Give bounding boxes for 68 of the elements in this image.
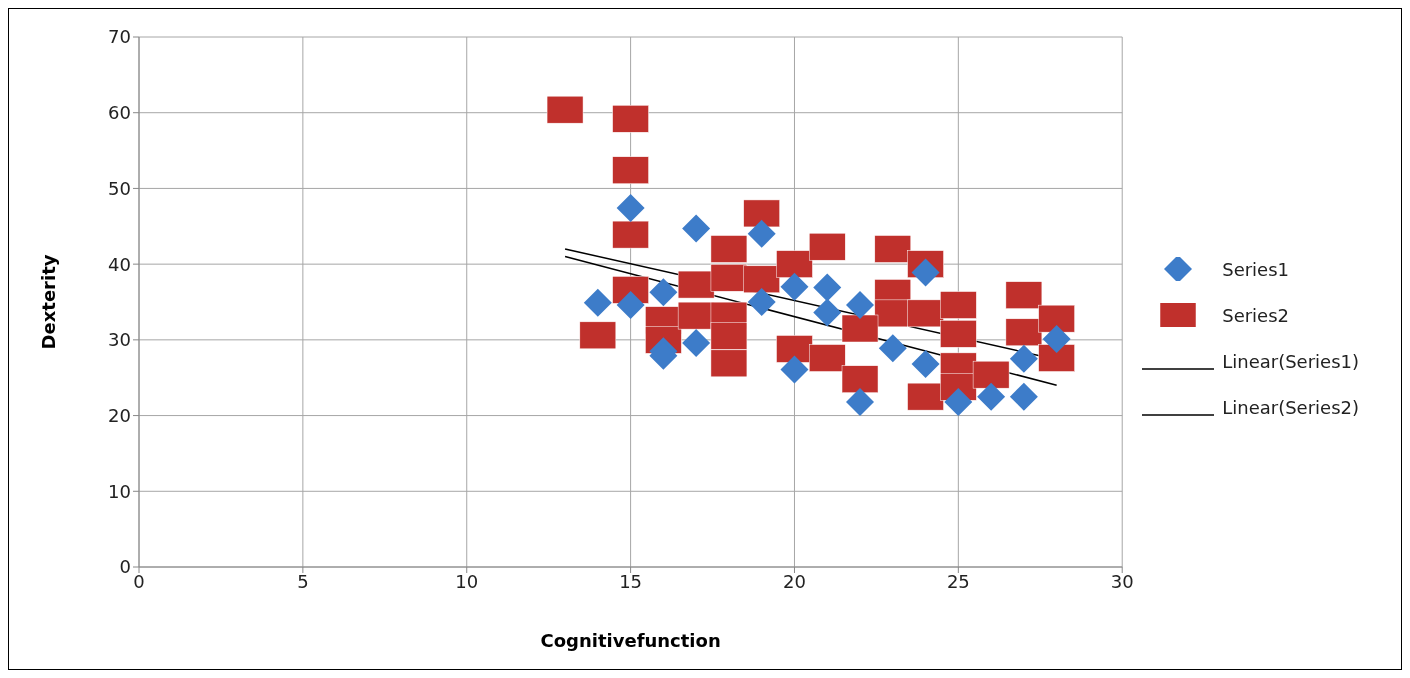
point [682,214,711,243]
point [907,382,944,411]
y-tick-label: 20 [108,404,131,426]
point [846,291,875,320]
point [1005,281,1043,309]
y-tick-label: 10 [108,480,131,502]
legend-label: Series1 [1222,258,1290,280]
point [776,250,813,278]
point [808,344,846,372]
y-tick-label: 30 [108,329,131,351]
x-tick-label: 10 [455,570,479,592]
point [813,273,842,302]
point [710,322,748,350]
y-tick-label: 70 [108,26,131,48]
point [612,105,649,133]
x-tick-label: 25 [946,570,970,592]
point [747,288,776,316]
point [1042,325,1071,354]
point [677,270,715,299]
point [710,235,748,263]
point [612,220,649,249]
point [878,334,907,363]
point [649,278,678,307]
point [813,298,842,327]
point [940,320,977,348]
point [682,328,711,357]
y-tick-label: 50 [108,177,131,199]
point [616,194,645,223]
y-tick-label: 60 [108,102,131,124]
point [780,355,809,384]
point [1009,344,1038,373]
point [808,232,846,261]
x-tick-label: 15 [619,570,643,592]
point [977,382,1006,411]
point [940,291,977,319]
point [911,350,940,379]
point [841,365,879,393]
point [911,258,940,287]
point [944,387,973,416]
point [780,272,809,301]
y-tick-label: 0 [119,556,131,578]
point [579,321,617,350]
x-tick-label: 0 [133,570,145,592]
point [743,199,780,228]
point [1005,318,1043,347]
x-axis-title: Cognitivefunction [540,630,721,651]
point [743,265,780,294]
point [1038,304,1075,333]
point [874,235,912,263]
point [612,156,649,185]
point [972,360,1010,389]
point [841,314,879,343]
point [846,387,875,416]
x-tick-label: 20 [783,570,806,592]
y-tick-label: 40 [108,253,131,275]
point [710,349,748,378]
point [546,95,584,124]
x-tick-label: 30 [1110,570,1134,592]
legend-label: Linear(Series2) [1222,396,1359,418]
point [616,291,645,320]
point [1038,344,1075,372]
point [583,288,612,317]
point [747,219,776,248]
legend-label: Series2 [1222,304,1290,326]
y-axis-title: Dexterity [38,254,60,350]
point [1009,382,1038,411]
x-tick-label: 5 [297,570,309,592]
legend-label: Linear(Series1) [1222,350,1359,372]
